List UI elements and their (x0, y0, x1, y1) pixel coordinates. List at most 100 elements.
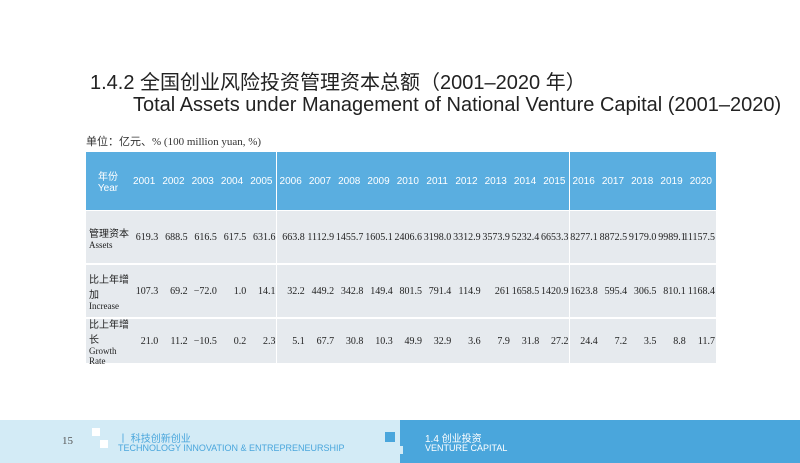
table-cell: 801.5 (393, 265, 423, 317)
table-cell: 2.3 (247, 319, 277, 363)
section-cn: 丨 科技创新创业 (118, 434, 191, 445)
table-cell: 107.3 (130, 265, 160, 317)
table-cell: 9989.1 (657, 211, 687, 263)
table-cell: 1112.9 (305, 211, 336, 263)
table-cell: 32.2 (276, 265, 306, 317)
decor (395, 446, 403, 454)
table-cell: 5.1 (276, 319, 306, 363)
corner-cn: 年份 (98, 172, 118, 183)
year-header: 2014 (510, 152, 541, 210)
footer-right (400, 420, 800, 463)
table-cell: 261 (481, 265, 511, 317)
table-cell: 595.4 (598, 265, 629, 317)
table-cell: −72.0 (188, 265, 218, 317)
table-cell: 3198.0 (423, 211, 453, 263)
table-cell: 7.2 (598, 319, 629, 363)
title-cn: 1.4.2 全国创业风险投资管理资本总额（2001–2020 年） (90, 72, 586, 94)
year-header: 2020 (686, 152, 716, 210)
corner-en: Year (97, 183, 119, 194)
table-cell: 11.7 (686, 319, 716, 363)
table-cell: 8277.1 (569, 211, 599, 263)
table-cell: 3312.9 (452, 211, 482, 263)
row-label-cn: 比上年增长 (89, 320, 129, 346)
table-cell: 69.2 (159, 265, 189, 317)
row-label-en: Assets (89, 239, 113, 250)
row-label-cn: 管理资本 (89, 228, 129, 240)
row-label: 比上年增长 Growth Rate (86, 319, 130, 366)
table-cell: 791.4 (423, 265, 453, 317)
year-header: 2003 (188, 152, 218, 210)
table-cell: 616.5 (188, 211, 218, 263)
table-cell: 114.9 (452, 265, 482, 317)
table-cell: 30.8 (335, 319, 365, 363)
year-header: 2016 (569, 152, 599, 210)
row-label-en: Growth Rate (89, 346, 117, 366)
year-header: 2015 (540, 152, 570, 210)
table-cell: 8872.5 (598, 211, 629, 263)
year-header: 2006 (276, 152, 306, 210)
table-cell: 449.2 (305, 265, 336, 317)
table-cell: 1168.4 (686, 265, 716, 317)
table-cell: 6653.3 (540, 211, 570, 263)
table-cell: 3.6 (452, 319, 482, 363)
header-corner: 年份 Year (86, 152, 130, 210)
year-header: 2001 (130, 152, 160, 210)
table-cell: 9179.0 (628, 211, 658, 263)
year-header: 2018 (628, 152, 658, 210)
decor (92, 428, 100, 436)
page-number: 15 (62, 435, 73, 447)
row-label-cn: 比上年增加 (89, 275, 129, 301)
table-cell: 1.0 (217, 265, 248, 317)
table-cell: 7.9 (481, 319, 511, 363)
table-cell: 11.2 (159, 319, 189, 363)
table-cell: 149.4 (364, 265, 394, 317)
year-header: 2009 (364, 152, 394, 210)
decor (100, 440, 108, 448)
table-cell: 663.8 (276, 211, 306, 263)
year-header: 2012 (452, 152, 482, 210)
table-cell: 1420.9 (540, 265, 570, 317)
year-header: 2019 (657, 152, 687, 210)
table-cell: 24.4 (569, 319, 599, 363)
table-cell: 1623.8 (569, 265, 599, 317)
row-label: 管理资本 Assets (86, 211, 130, 263)
table-cell: 27.2 (540, 319, 570, 363)
table-cell: 1605.1 (364, 211, 394, 263)
table-cell: 1658.5 (510, 265, 541, 317)
table-cell: 14.1 (247, 265, 277, 317)
table-cell: 306.5 (628, 265, 658, 317)
section-en: TECHNOLOGY INNOVATION & ENTREPRENEURSHIP (118, 443, 345, 453)
table-cell: 32.9 (423, 319, 453, 363)
row-label-en: Increase (89, 301, 119, 311)
table-cell: −10.5 (188, 319, 218, 363)
table-cell: 3.5 (628, 319, 658, 363)
chapter-cn: 1.4 创业投资 (425, 434, 482, 445)
table-cell: 3573.9 (481, 211, 511, 263)
year-header: 2007 (305, 152, 336, 210)
table-cell: 810.1 (657, 265, 687, 317)
year-header: 2011 (423, 152, 453, 210)
title-en: Total Assets under Management of Nationa… (133, 94, 782, 116)
year-header: 2010 (393, 152, 423, 210)
year-header: 2005 (247, 152, 277, 210)
chapter-en: VENTURE CAPITAL (425, 443, 508, 453)
table-cell: 617.5 (217, 211, 248, 263)
table-cell: 342.8 (335, 265, 365, 317)
table-cell: 10.3 (364, 319, 394, 363)
table-cell: 21.0 (130, 319, 160, 363)
year-header: 2017 (598, 152, 629, 210)
table-cell: 11157.5 (683, 211, 716, 263)
table-cell: 1455.7 (335, 211, 365, 263)
year-header: 2013 (481, 152, 511, 210)
table-cell: 5232.4 (510, 211, 541, 263)
table-cell: 8.8 (657, 319, 687, 363)
decor (385, 432, 395, 442)
table-cell: 619.3 (130, 211, 160, 263)
footer-left (0, 420, 400, 463)
table-cell: 49.9 (393, 319, 423, 363)
row-label: 比上年增加 Increase (86, 265, 130, 317)
table-cell: 688.5 (159, 211, 189, 263)
table-cell: 631.6 (247, 211, 277, 263)
year-header: 2008 (335, 152, 365, 210)
